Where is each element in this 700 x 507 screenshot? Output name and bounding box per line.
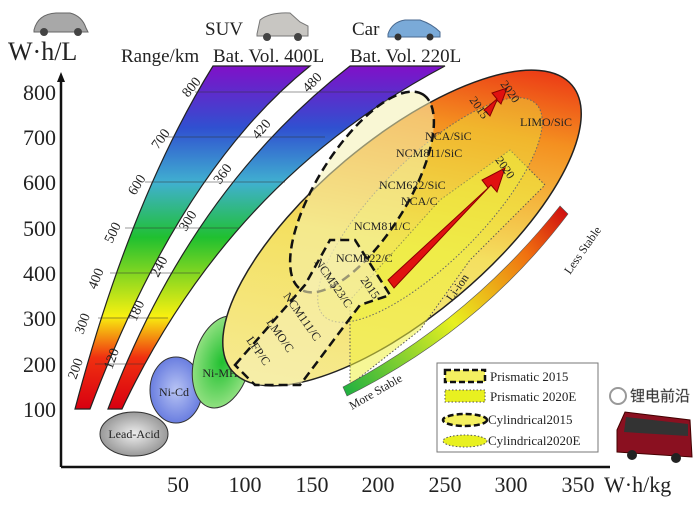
ncm622sic-label: NCM622/SiC: [379, 178, 446, 192]
prismatic-2020-region: [349, 149, 546, 387]
prismatic-growth-arrow-icon: [387, 166, 506, 289]
band-gridlines: [95, 91, 410, 365]
cylindrical-2015-region: [288, 90, 436, 294]
x-tick: 150: [296, 472, 329, 497]
limo-sic-label: LIMO/SiC: [520, 115, 572, 129]
band-label: 400: [86, 266, 108, 291]
y-tick: 400: [23, 261, 56, 286]
y-tick: 800: [23, 80, 56, 105]
y-tick: 600: [23, 170, 56, 195]
car-icon: [387, 19, 441, 41]
x-tick-labels: 50 100 150 200 250 300 350: [167, 472, 595, 497]
ev-car-icon: [33, 12, 89, 36]
band-label: 600: [126, 172, 150, 198]
band-label: 300: [73, 312, 94, 337]
nca-c-label: NCA/C: [401, 194, 438, 208]
ni-mh-label: Ni-MH: [202, 366, 238, 380]
cylindrical-2015-swatch: [441, 412, 489, 428]
suv-range-band: [74, 65, 312, 410]
legend-item: Cylindrical2020E: [488, 433, 580, 448]
nca-sic-label: NCA/SiC: [425, 129, 472, 143]
y-tick: 200: [23, 352, 56, 377]
x-tick: 350: [562, 472, 595, 497]
y-tick: 100: [23, 397, 56, 422]
car-label: Car: [352, 19, 380, 40]
prismatic-2020-swatch: [444, 389, 486, 403]
legend: Prismatic 2015 Prismatic 2020E Cylindric…: [436, 362, 599, 453]
legend-item: Prismatic 2015: [490, 369, 568, 384]
suv-label: SUV: [205, 19, 243, 40]
suv-band-labels: 200 300 400 500 600 700 800: [66, 75, 205, 382]
prismatic-2015-swatch: [443, 368, 487, 384]
cylindrical-2020-swatch: [442, 434, 488, 448]
bus-icon: [616, 411, 693, 463]
stability-bar: [342, 205, 569, 397]
legend-item: Prismatic 2020E: [490, 389, 576, 404]
car-battery-volume: Bat. Vol. 220L: [350, 46, 461, 67]
ncm622-label: NCM622/C: [336, 251, 393, 265]
x-tick: 300: [495, 472, 528, 497]
ni-cd-label: Ni-Cd: [159, 385, 189, 399]
band-label: 200: [66, 357, 87, 382]
x-axis-unit: W·h/kg: [604, 472, 671, 497]
x-tick: 50: [167, 472, 189, 497]
suv-battery-volume: Bat. Vol. 400L: [213, 46, 324, 67]
range-label: Range/km: [121, 46, 199, 67]
car-range-band: [107, 65, 446, 410]
y-tick: 300: [23, 306, 56, 331]
band-label: 120: [102, 347, 123, 372]
y-tick-labels: 800 700 600 500 400 300 200 100: [23, 80, 56, 422]
band-label: 500: [102, 220, 125, 245]
y-axis-arrow-icon: [57, 72, 65, 82]
y-tick: 700: [23, 125, 56, 150]
ncm811-label: NCM811/C: [354, 219, 410, 233]
suv-icon: [256, 12, 309, 41]
y-axis-unit: W·h/L: [8, 37, 77, 66]
watermark-text: 锂电前沿: [630, 388, 690, 405]
x-tick: 200: [362, 472, 395, 497]
watermark: 锂电前沿: [609, 387, 690, 405]
cylindrical-growth-arrow-icon: [483, 87, 508, 117]
lead-acid-label: Lead-Acid: [108, 427, 159, 441]
less-stable-label: Less Stable: [561, 224, 604, 277]
x-tick: 250: [429, 472, 462, 497]
x-tick: 100: [229, 472, 262, 497]
lead-acid-region: [99, 411, 169, 457]
legend-item: Cylindrical2015: [488, 412, 573, 427]
y-tick: 500: [23, 216, 56, 241]
ncm811sic-label: NCM811/SiC: [396, 146, 462, 160]
prismatic-2015-region: [233, 238, 392, 387]
